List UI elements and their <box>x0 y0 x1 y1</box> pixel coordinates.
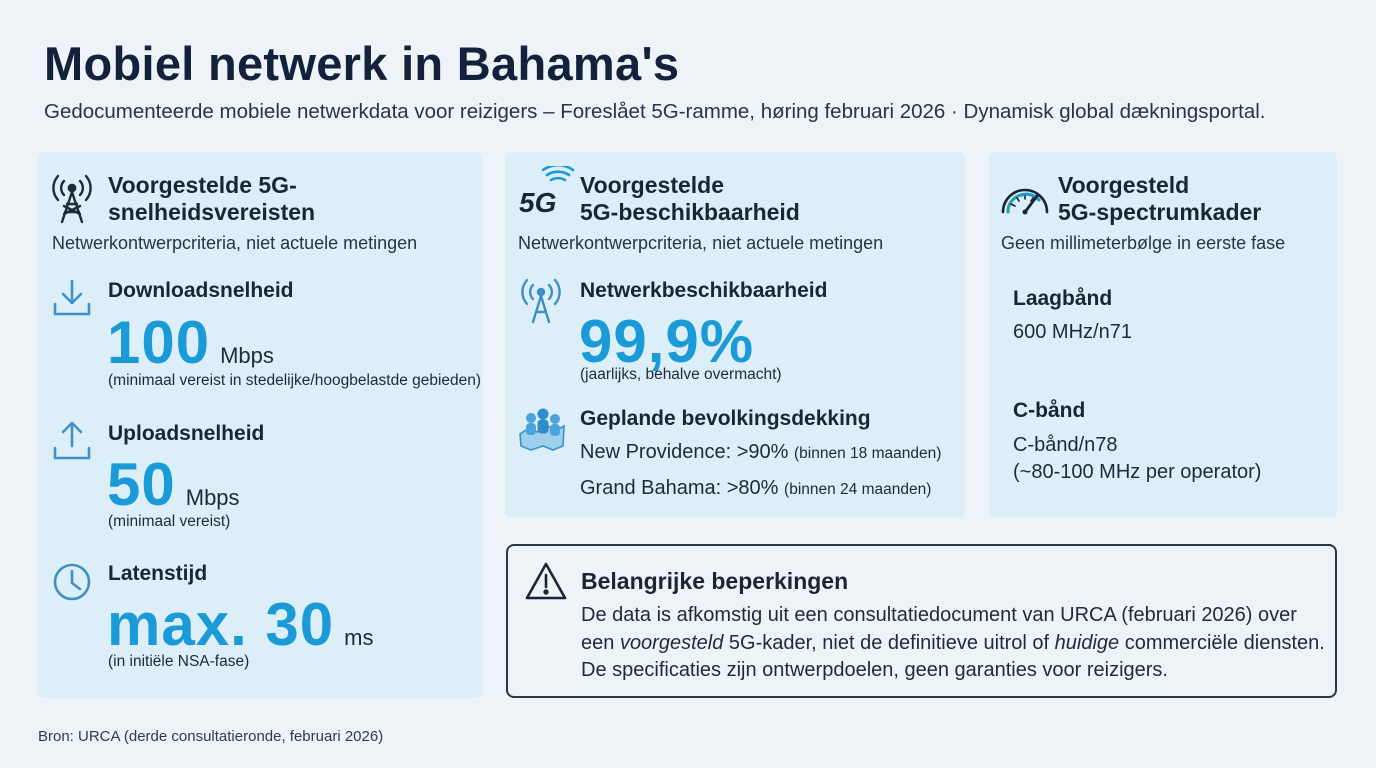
upload-value-row: 50 Mbps <box>107 450 240 519</box>
latency-note: (in initiële NSA-fase) <box>108 653 250 670</box>
latency-value-row: max. 30 ms <box>107 590 374 659</box>
latency-unit: ms <box>344 625 374 650</box>
availability-card: 5G Voorgestelde 5G-beschikbaarheid Netwe… <box>505 152 965 518</box>
latency-value: max. 30 <box>107 591 335 658</box>
network-availability-value-row: 99,9% <box>579 307 754 376</box>
limitations-line2-b: 5G-kader, niet de definitieve uitrol of <box>728 631 1050 654</box>
page-subtitle: Gedocumenteerde mobiele netwerkdata voor… <box>44 100 1266 123</box>
grand-bahama-value: Grand Bahama: >80% <box>580 477 779 499</box>
download-note: (minimaal vereist in stedelijke/hoogbela… <box>108 372 482 389</box>
network-availability-label: Netwerkbeschikbaarheid <box>580 279 828 302</box>
warning-icon <box>524 561 568 606</box>
limitations-box: Belangrijke beperkingen De data is afkom… <box>506 544 1337 698</box>
low-band-label: Laagbånd <box>1013 287 1113 310</box>
spectrum-card: Voorgesteld 5G-spectrumkader Geen millim… <box>989 152 1337 518</box>
upload-label: Uploadsnelheid <box>108 422 265 445</box>
source-note: Bron: URCA (derde consultatieronde, febr… <box>38 728 384 745</box>
c-band-value-line2: (~80-100 MHz per operator) <box>1013 461 1262 483</box>
download-label: Downloadsnelheid <box>108 279 294 302</box>
download-unit: Mbps <box>220 343 274 368</box>
five-g-text: 5G <box>519 187 556 218</box>
upload-value: 50 <box>107 451 176 518</box>
antenna-tower-icon <box>50 170 94 229</box>
speed-card-title: Voorgestelde 5G- snelheidsvereisten <box>108 172 315 226</box>
availability-card-subtitle: Netwerkontwerpcriteria, niet actuele met… <box>518 233 884 253</box>
five-g-icon: 5G <box>517 163 577 223</box>
upload-unit: Mbps <box>185 485 240 510</box>
grand-bahama-coverage: Grand Bahama: >80% (binnen 24 maanden) <box>580 477 931 500</box>
population-map-icon <box>517 404 567 459</box>
low-band-value: 600 MHz/n71 <box>1013 321 1132 343</box>
spectrum-title-line2: 5G-spectrumkader <box>1058 199 1262 225</box>
c-band-value: C-bånd/n78 (~80-100 MHz per operator) <box>1013 432 1261 486</box>
availability-title-line1: Voorgestelde <box>580 172 724 198</box>
speed-requirements-card: Voorgestelde 5G- snelheidsvereisten Netw… <box>38 152 482 698</box>
spectrum-card-subtitle: Geen millimeterbølge in eerste fase <box>1001 233 1286 253</box>
download-icon <box>52 278 92 323</box>
limitations-line2-em2: huidige <box>1054 631 1120 654</box>
new-providence-value: New Providence: >90% <box>580 441 789 463</box>
new-providence-note: (binnen 18 maanden) <box>794 445 942 462</box>
grand-bahama-note: (binnen 24 maanden) <box>784 481 932 498</box>
new-providence-coverage: New Providence: >90% (binnen 18 maanden) <box>580 441 941 464</box>
spectrum-title-line1: Voorgesteld <box>1058 172 1190 198</box>
spectrum-card-title: Voorgesteld 5G-spectrumkader <box>1058 172 1261 226</box>
upload-note: (minimaal vereist) <box>108 513 231 530</box>
limitations-line2-em1: voorgesteld <box>619 631 724 654</box>
speed-title-line1: Voorgestelde 5G- <box>108 172 297 198</box>
limitations-line2-a: een <box>581 631 615 654</box>
network-availability-note: (jaarlijks, behalve overmacht) <box>580 366 782 383</box>
limitations-body: De data is afkomstig uit een consultatie… <box>581 602 1325 685</box>
c-band-value-line1: C-bånd/n78 <box>1013 434 1118 456</box>
limitations-line3: De specificaties zijn ontwerpdoelen, gee… <box>581 659 1168 681</box>
latency-label: Latenstijd <box>108 562 208 585</box>
limitations-line2: een voorgesteld 5G-kader, niet de defini… <box>581 630 1325 658</box>
limitations-line1: De data is afkomstig uit een consultatie… <box>581 604 1297 626</box>
limitations-title: Belangrijke beperkingen <box>581 568 849 594</box>
speed-card-subtitle: Netwerkontwerpcriteria, niet actuele met… <box>52 233 418 253</box>
c-band-label: C-bånd <box>1013 399 1086 422</box>
clock-icon <box>52 562 92 607</box>
signal-antenna-icon <box>519 276 563 329</box>
gauge-icon <box>999 182 1051 221</box>
download-value-row: 100 Mbps <box>107 308 274 377</box>
population-coverage-label: Geplande bevolkingsdekking <box>580 407 871 430</box>
network-availability-value: 99,9% <box>579 308 755 375</box>
availability-title-line2: 5G-beschikbaarheid <box>580 199 800 225</box>
upload-icon <box>52 420 92 467</box>
download-value: 100 <box>107 309 211 376</box>
speed-title-line2: snelheidsvereisten <box>108 199 316 225</box>
limitations-line2-c: commerciële diensten. <box>1124 631 1325 654</box>
page-title: Mobiel netwerk in Bahama's <box>44 37 680 90</box>
availability-card-title: Voorgestelde 5G-beschikbaarheid <box>580 172 800 226</box>
